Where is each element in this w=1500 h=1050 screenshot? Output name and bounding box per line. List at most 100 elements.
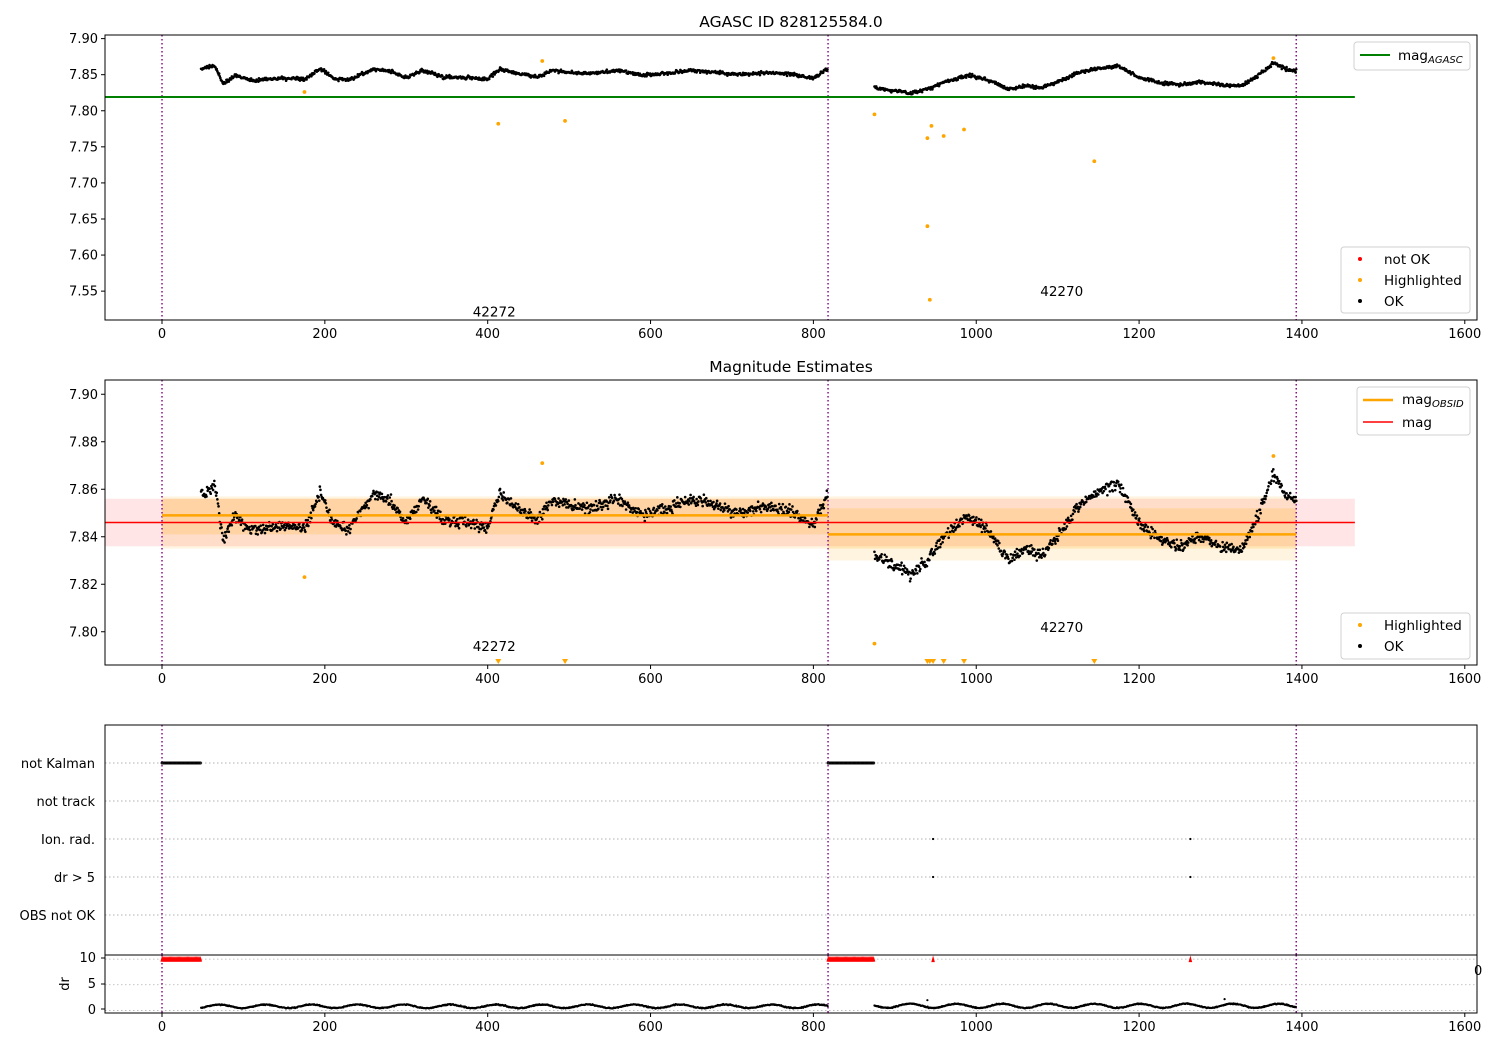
ok-point [516,509,519,512]
ok-point [1119,483,1123,487]
ok-point [1016,552,1019,555]
ok-point [254,524,257,528]
ok-point [497,495,501,499]
ok-point [928,552,932,556]
ok-point [1277,482,1281,485]
ok-point [288,523,292,527]
ok-point [248,528,252,532]
ok-point [599,505,603,509]
ok-point [1272,468,1275,471]
ok-point [1265,67,1269,71]
ok-point [1160,535,1163,539]
ok-point [1269,482,1273,486]
ok-point [491,75,495,78]
ok-point [696,503,700,507]
ok-point [958,524,961,528]
ok-point [1047,546,1051,550]
ok-point [550,503,554,507]
ok-point [580,508,584,511]
ok-point [1143,525,1147,529]
ok-point [1264,494,1268,498]
ok-point [1051,542,1054,546]
ok-point [911,570,915,573]
ok-point [1144,523,1148,527]
ok-point [885,555,888,559]
ok-point [1071,512,1075,516]
ok-point [1191,534,1194,538]
ok-point [1267,485,1270,488]
ok-point [1288,491,1292,495]
ok-point [589,508,592,511]
ok-point [659,511,663,514]
ok-point [572,508,575,511]
ok-point [396,506,399,510]
ok-point [1223,543,1227,547]
ok-point [793,516,797,519]
ok-point [751,510,755,513]
flag-label-obs-not-ok: OBS not OK [20,909,96,924]
ok-point [1224,546,1227,549]
ok-point [369,498,372,501]
ok-point [227,530,231,534]
ok-point [930,547,934,551]
ok-point [1093,66,1096,70]
ok-point [449,523,452,527]
legend-obsid-label: mag [1402,392,1432,408]
ok-point [270,524,273,528]
highlighted-point [925,136,930,141]
ok-point [455,517,459,521]
ok-point [1121,486,1125,490]
ok-point [660,503,664,506]
flag-label-not-kalman: not Kalman [21,757,95,772]
mid-x-axis: 0 200 400 600 800 1000 1200 1400 1600 [158,665,1481,687]
ok-point [1030,550,1034,553]
ok-point [526,516,530,520]
highlighted-point [962,127,966,132]
ok-point [928,558,931,562]
ok-point [1273,473,1276,477]
ok-point [364,501,367,505]
ok-point [223,541,226,544]
ok-point [673,499,676,502]
ok-point [258,528,262,532]
ok-point [1054,542,1057,545]
ok-point [597,507,600,511]
ok-point [1076,505,1080,509]
ok-point [217,511,221,515]
ok-point [656,508,659,512]
ok-point [669,505,672,508]
highlighted-point [540,59,545,63]
mid-y-axis: 7.807.827.847.867.887.90 [69,388,105,640]
highlighted-point [1092,159,1097,164]
ok-point [305,78,308,81]
ok-point [1071,518,1074,521]
ok-point [970,72,974,76]
legend-obsid-subscript: OBSID [1432,399,1464,410]
ok-point [436,511,439,515]
ok-point [1118,490,1122,494]
ok-point [457,526,461,530]
ok-point [826,68,829,71]
ok-point [933,552,937,555]
top-y-axis: 7.557.607.657.707.757.807.857.90 [69,32,105,300]
highlighted-point [1271,56,1276,60]
ok-point [494,504,498,507]
ok-point [326,71,330,75]
ok-point [889,565,893,569]
ok-point [588,510,592,514]
ok-point [1240,550,1244,553]
ok-point [430,511,433,514]
ok-point [1013,550,1017,553]
ok-point [1029,552,1033,555]
ok-point [238,519,241,522]
ok-point [704,496,708,500]
y-tick-label: 7.55 [69,285,98,300]
ok-point [563,503,566,506]
ok-point [900,572,904,576]
ok-point [648,509,652,513]
ok-point [1149,536,1153,540]
ok-point [585,501,589,505]
below-axis-marker [495,659,502,664]
ok-point [1010,559,1014,563]
ok-point [934,544,938,548]
